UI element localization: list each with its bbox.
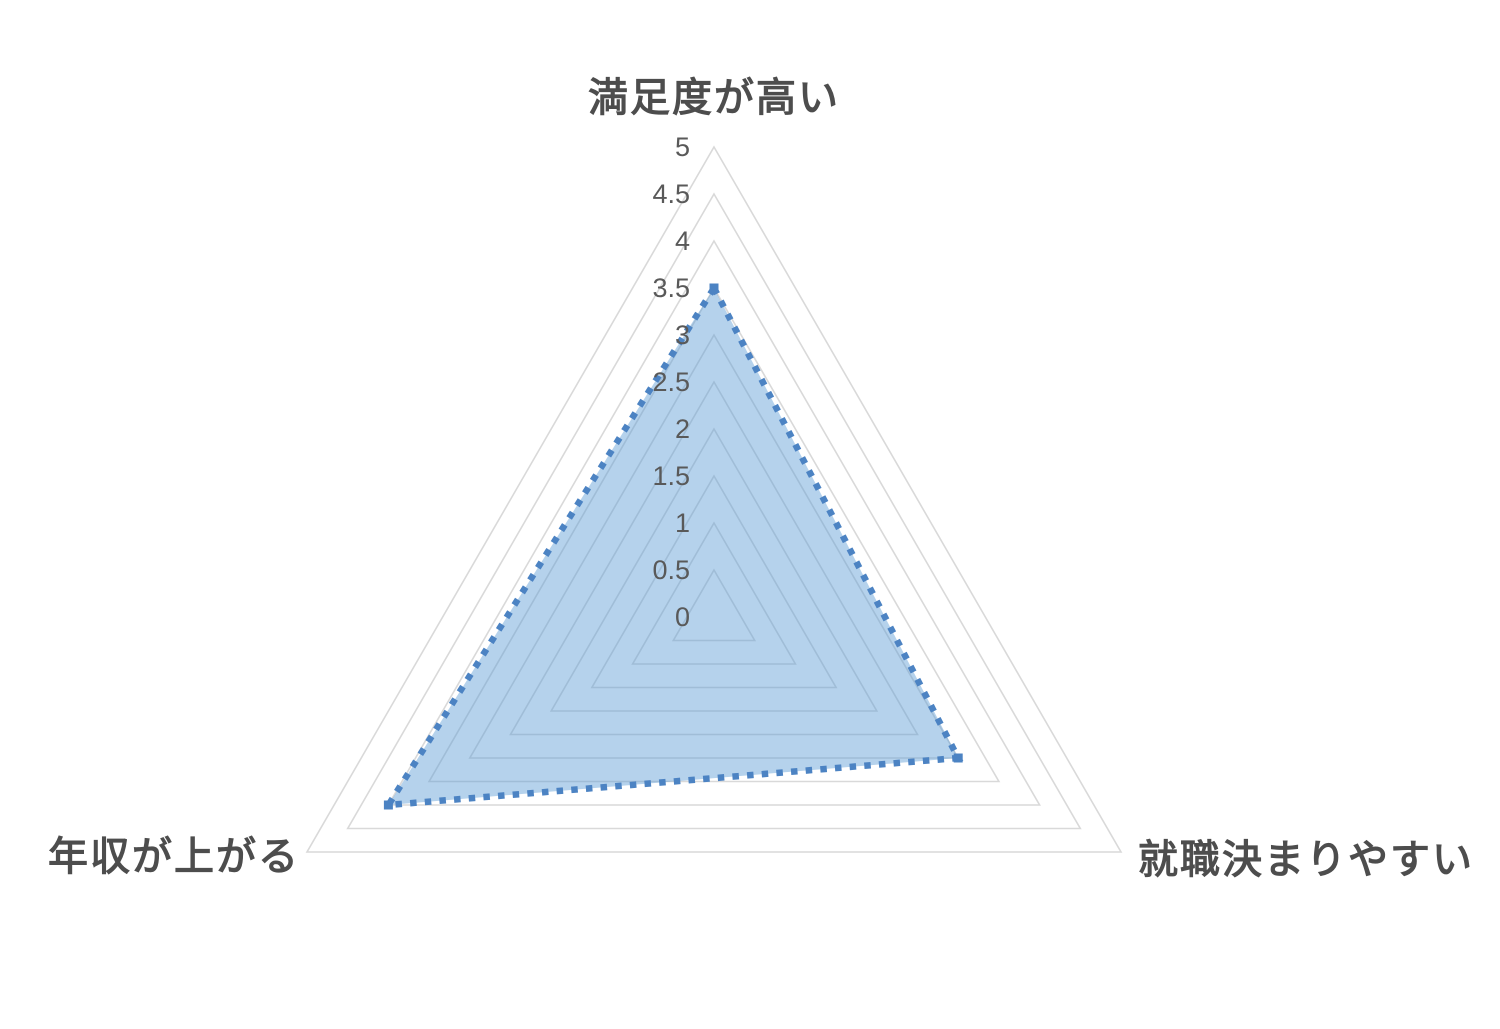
data-point-marker [383,800,393,810]
grid-ring [387,239,1041,806]
data-point-marker [709,283,719,293]
grid-ring [509,380,919,736]
axis-tick-label: 0 [675,602,690,632]
grid-ring [631,521,797,665]
grid-ring [346,192,1082,830]
grid-ring [671,568,757,642]
axis-tick-label: 2 [675,414,690,444]
grid-ring [590,474,838,689]
axis-tick-label: 1 [675,508,690,538]
data-outline [382,281,964,809]
axis-tick-label: 3.5 [652,273,690,303]
axis-tick-label: 0.5 [652,555,690,585]
axis-tick-label: 5 [675,132,690,162]
data-area [388,288,959,805]
axis-tick-label: 4.5 [652,179,690,209]
grid-ring [468,333,960,759]
category-label-salary: 年収が上がる [48,835,300,879]
grid-ring [305,145,1123,853]
axis-tick-label: 2.5 [652,367,690,397]
data-point-marker [953,753,963,763]
axis-tick-label: 4 [675,226,690,256]
grid-ring [549,427,879,712]
axis-tick-label: 3 [675,320,690,350]
axis-tick-label: 1.5 [652,461,690,491]
category-label-satisfaction: 満足度が高い [588,76,840,120]
grid-ring [427,286,1001,783]
category-label-employment: 就職決まりやすい [1138,838,1474,882]
